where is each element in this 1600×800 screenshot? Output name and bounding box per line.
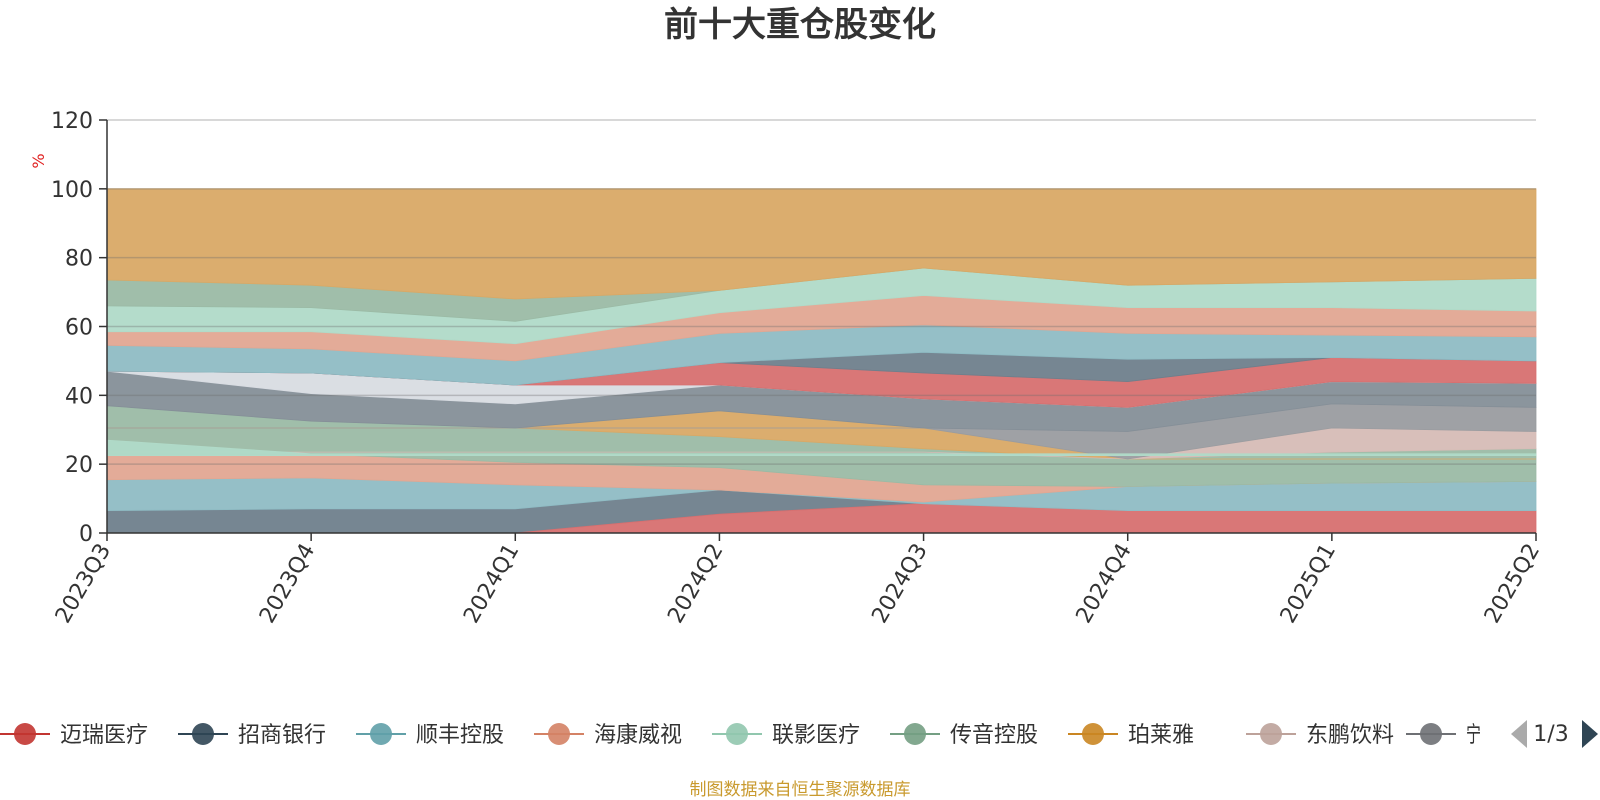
legend-marker-icon bbox=[192, 723, 214, 745]
legend-label: 迈瑞医疗 bbox=[60, 723, 148, 748]
legend-page-indicator: 1/3 bbox=[1533, 722, 1568, 747]
y-tick-label: 0 bbox=[79, 522, 93, 547]
legend-prev-icon[interactable] bbox=[1511, 720, 1527, 748]
y-axis-unit: % bbox=[29, 153, 48, 168]
source-note: 制图数据来自恒生聚源数据库 bbox=[690, 780, 911, 800]
y-tick-label: 60 bbox=[65, 316, 93, 341]
y-tick-label: 120 bbox=[51, 109, 93, 134]
legend-next-icon[interactable] bbox=[1582, 720, 1598, 748]
x-tick-label: 2024Q1 bbox=[459, 540, 524, 628]
legend-pager[interactable]: 1/3 bbox=[1511, 720, 1598, 748]
legend-marker-icon bbox=[548, 723, 570, 745]
legend-label: 东鹏饮料 bbox=[1306, 723, 1394, 748]
x-tick-label: 2025Q2 bbox=[1480, 540, 1545, 628]
gridlines bbox=[107, 119, 1536, 465]
x-tick-label: 2024Q3 bbox=[867, 540, 932, 628]
legend-item[interactable]: 传音控股 bbox=[890, 723, 1038, 748]
legend-label: 传音控股 bbox=[950, 723, 1038, 748]
legend-marker-icon bbox=[1420, 723, 1442, 745]
legend-marker-icon bbox=[370, 723, 392, 745]
y-tick-label: 80 bbox=[65, 247, 93, 272]
y-tick-label: 20 bbox=[65, 453, 93, 478]
legend[interactable]: 迈瑞医疗 招商银行 顺丰控股 海康威视 联影医疗 传音控股 珀莱雅 东鹏饮料 宁德 bbox=[0, 723, 1496, 748]
y-tick-label: 40 bbox=[65, 384, 93, 409]
area-bands bbox=[106, 188, 1537, 534]
area-band-7 bbox=[107, 403, 1537, 460]
legend-marker-icon bbox=[726, 723, 748, 745]
legend-item[interactable]: 迈瑞医疗 bbox=[0, 723, 148, 748]
legend-label: 珀莱雅 bbox=[1128, 723, 1194, 748]
legend-item[interactable]: 海康威视 bbox=[534, 723, 682, 748]
area-band-16 bbox=[106, 188, 1537, 300]
legend-label: 招商银行 bbox=[238, 723, 326, 748]
legend-item[interactable]: 联影医疗 bbox=[712, 723, 860, 748]
legend-marker-icon bbox=[14, 723, 36, 745]
legend-marker-icon bbox=[904, 723, 926, 745]
x-tick-label: 2025Q1 bbox=[1276, 540, 1341, 628]
x-tick-label: 2023Q3 bbox=[51, 540, 116, 628]
legend-item[interactable]: 宁德 bbox=[1406, 723, 1496, 748]
legend-label: 海康威视 bbox=[594, 723, 682, 748]
legend-label: 联影医疗 bbox=[772, 723, 860, 748]
legend-item[interactable]: 珀莱雅 bbox=[1068, 723, 1194, 748]
y-tick-label: 100 bbox=[51, 178, 93, 203]
legend-item[interactable]: 顺丰控股 bbox=[356, 723, 504, 748]
x-tick-label: 2024Q4 bbox=[1072, 540, 1137, 628]
legend-marker-icon bbox=[1260, 723, 1282, 745]
legend-label: 顺丰控股 bbox=[416, 723, 504, 748]
area-band-17 bbox=[106, 439, 1537, 457]
legend-item[interactable]: 招商银行 bbox=[178, 723, 326, 748]
x-tick-label: 2024Q2 bbox=[663, 540, 728, 628]
legend-item[interactable]: 东鹏饮料 bbox=[1246, 723, 1394, 748]
legend-marker-icon bbox=[1082, 723, 1104, 745]
legend-label: 宁德 bbox=[1466, 723, 1496, 748]
x-tick-label: 2023Q4 bbox=[255, 540, 320, 628]
chart-title: 前十大重仓股变化 bbox=[664, 5, 936, 45]
